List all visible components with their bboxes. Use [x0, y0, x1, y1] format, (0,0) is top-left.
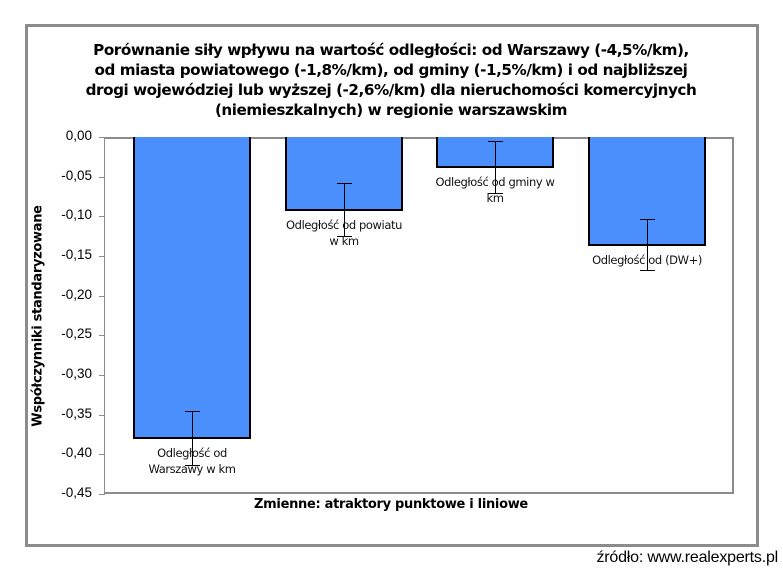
chart-title-line: (niemieszkalnych) w regionie warszawskim — [214, 101, 568, 119]
y-tick-mark — [99, 415, 105, 416]
error-bar — [495, 141, 496, 193]
error-bar — [647, 219, 648, 270]
error-bar-cap — [337, 183, 352, 184]
bar-data-label-line: w km — [329, 234, 359, 248]
chart-title: Porównanie siły wpływu na wartość odległ… — [26, 40, 756, 120]
error-bar-cap — [337, 236, 352, 237]
bar-data-label: Odległość od powiatu w km — [265, 217, 423, 249]
y-tick-label: -0,10 — [61, 207, 92, 222]
y-tick-mark — [99, 335, 105, 336]
error-bar-cap — [640, 270, 655, 271]
bar-data-label-line: Odległość od gminy w — [435, 175, 555, 189]
chart-title-line: drogi wojewódziej lub wyższej (-2,6%/km)… — [85, 81, 697, 99]
y-tick-mark — [99, 454, 105, 455]
y-tick-label: -0,20 — [61, 287, 92, 302]
error-bar-cap — [488, 193, 503, 194]
bar-data-label: Odległość od Warszawy w km — [113, 445, 271, 477]
bar — [133, 137, 251, 439]
source-caption: źródło: www.realexperts.pl — [596, 549, 778, 566]
bar-data-label: Odległość od gminy w km — [416, 174, 574, 206]
y-tick-label: -0,45 — [61, 485, 92, 500]
y-tick-mark — [99, 137, 105, 138]
y-tick-label: -0,30 — [61, 366, 92, 381]
bar-data-label-line: km — [486, 191, 504, 205]
bar-data-label-line: Odległość od — [157, 446, 227, 460]
y-tick-label: -0,40 — [61, 445, 92, 460]
y-tick-label: -0,25 — [61, 326, 92, 341]
error-bar — [192, 411, 193, 465]
y-tick-label: 0,00 — [65, 128, 92, 143]
chart-title-line: Porównanie siły wpływu na wartość odległ… — [93, 41, 689, 59]
bar-data-label-line: Warszawy w km — [148, 462, 236, 476]
error-bar-cap — [185, 465, 200, 466]
bar-data-label-line: Odległość od (DW+) — [592, 253, 702, 267]
y-tick-label: -0,35 — [61, 406, 92, 421]
y-tick-label: -0,15 — [61, 247, 92, 262]
y-tick-label: -0,05 — [61, 168, 92, 183]
y-tick-mark — [99, 256, 105, 257]
y-tick-mark — [99, 494, 105, 495]
error-bar-cap — [185, 411, 200, 412]
bar-data-label-line: Odległość od powiatu — [286, 218, 402, 232]
x-axis-label: Zmienne: atraktory punktowe i liniowe — [254, 497, 528, 512]
error-bar — [344, 183, 345, 236]
y-axis-label: Współczynniki standaryzowane — [30, 205, 46, 427]
error-bar-cap — [488, 141, 503, 142]
chart-title-line: od miasta powiatowego (-1,8%/km), od gmi… — [94, 61, 688, 79]
bar-data-label: Odległość od (DW+) — [568, 252, 726, 268]
y-tick-mark — [99, 296, 105, 297]
plot-area — [104, 137, 734, 494]
y-tick-mark — [99, 177, 105, 178]
y-axis-line — [104, 137, 105, 494]
y-tick-mark — [99, 375, 105, 376]
error-bar-cap — [640, 219, 655, 220]
y-tick-mark — [99, 216, 105, 217]
